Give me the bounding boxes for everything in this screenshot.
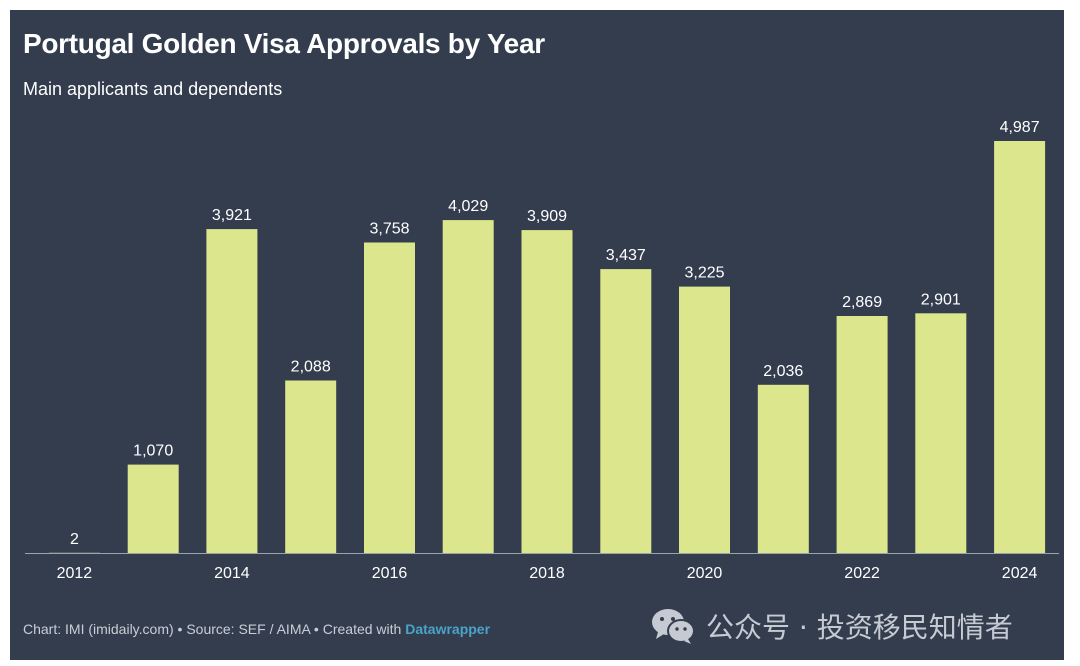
chart-footer: Chart: IMI (imidaily.com) • Source: SEF … [23,621,490,637]
value-label-2013: 1,070 [133,443,173,460]
wechat-watermark: 公众号 · 投资移民知情者 [650,606,1013,646]
bar-2024 [994,141,1046,553]
x-tick-2014: 2014 [214,565,250,582]
value-label-2012: 2 [70,531,79,548]
value-label-2024: 4,987 [1000,119,1040,136]
bar-2023 [915,313,967,553]
chart-card: Portugal Golden Visa Approvals by Year M… [10,10,1064,660]
bar-2018 [521,230,573,553]
wechat-icon [652,609,695,644]
watermark-text: 公众号 · 投资移民知情者 [706,611,1013,644]
value-label-2016: 3,758 [369,221,409,238]
chart-title: Portugal Golden Visa Approvals by Year [23,28,545,59]
value-label-2015: 2,088 [291,359,331,376]
value-label-2021: 2,036 [763,363,803,380]
chart-subtitle: Main applicants and dependents [23,79,283,99]
x-tick-2020: 2020 [687,565,723,582]
x-tick-2016: 2016 [372,565,408,582]
bar-2015 [285,380,337,553]
bar-2021 [757,384,809,553]
bar-chart: 2 2012 1,070 3,921 2014 2,088 3,758 2016 4,029 3,… [25,119,1059,582]
value-label-2020: 3,225 [684,265,724,282]
bar-2017 [442,220,494,553]
value-label-2019: 3,437 [606,247,646,264]
value-label-2023: 2,901 [921,291,961,308]
footer-credit: Chart: IMI (imidaily.com) • Source: SEF … [23,621,406,637]
bar-2020 [679,286,730,553]
value-label-2017: 4,029 [448,198,488,215]
value-label-2014: 3,921 [212,207,252,224]
x-tick-2024: 2024 [1002,565,1038,582]
bar-2019 [600,269,652,553]
bar-2013 [127,464,179,553]
value-label-2018: 3,909 [527,208,567,225]
x-tick-2012: 2012 [57,565,93,582]
x-tick-2018: 2018 [529,565,565,582]
value-label-2022: 2,869 [842,294,882,311]
bar-2016 [364,242,415,553]
x-tick-2022: 2022 [844,565,880,582]
datawrapper-link[interactable]: Datawrapper [405,621,491,637]
bar-2014 [206,229,258,553]
bar-2022 [836,316,888,553]
